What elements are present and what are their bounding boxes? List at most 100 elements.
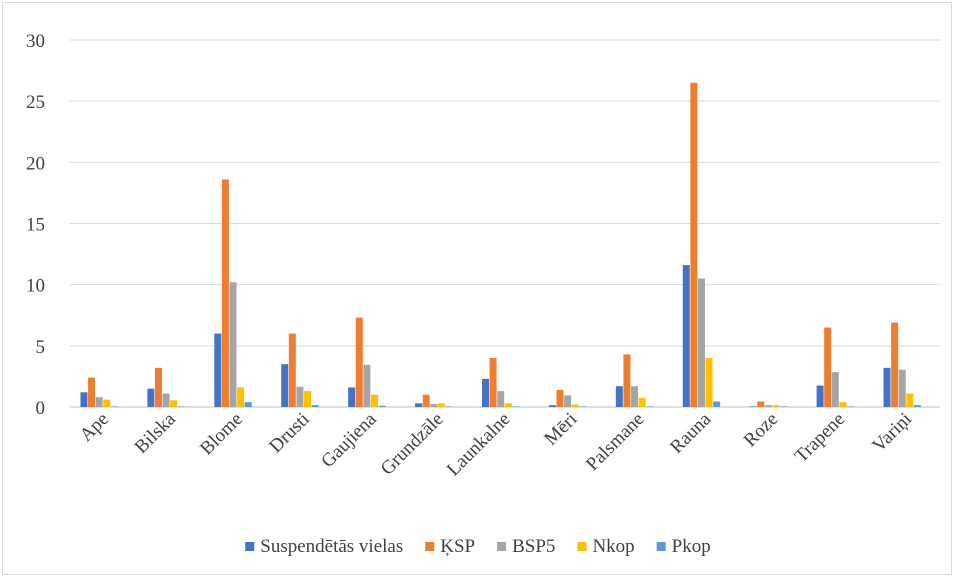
bar [913,405,921,407]
bar [757,401,765,407]
bar [288,333,296,407]
bar [147,388,155,407]
legend-swatch [656,542,666,551]
bar [88,377,96,407]
legend-swatch [245,542,255,551]
y-tick-label: 30 [26,31,45,52]
bar [281,364,289,407]
x-tick-label: Launkalne [443,409,515,481]
bar [497,391,505,407]
bar [437,403,445,407]
gridlines [70,39,940,408]
bar [237,387,245,407]
bar [504,403,512,407]
y-tick-label: 20 [26,153,45,174]
bar [311,405,319,407]
y-tick-label: 15 [26,215,45,236]
legend-label: ĶSP [440,536,475,557]
bar [170,400,178,407]
bar [780,406,788,407]
bar [646,406,654,407]
bar [831,372,839,407]
legend-swatch [497,542,507,551]
bar [883,367,891,407]
bar [422,394,430,407]
bar [638,397,646,407]
bar [564,395,572,407]
bar [221,179,229,407]
legend-label: BSP5 [512,536,555,557]
bar [103,399,111,407]
bar [162,393,170,407]
bar [631,386,639,407]
bar [445,406,453,407]
bar [363,364,371,407]
bar [898,369,906,407]
bar [348,387,356,407]
bar [705,358,713,407]
bar [839,402,847,407]
bar [415,403,423,407]
x-tick-label: Ape [76,409,113,446]
x-tick-label: Palsmane [582,409,648,475]
bar [891,322,899,407]
bar [430,403,438,407]
x-tick-label: Gaujiena [317,408,381,472]
y-tick-label: 0 [36,398,46,419]
bar [556,389,564,407]
bar [370,394,378,407]
bar [177,406,185,407]
bar [816,385,824,407]
y-axis-tick-labels: 0 5 10 15 20 25 30 [26,31,45,419]
bar [355,317,363,407]
legend: Suspendētās vielas ĶSP BSP5 Nkop Pkop [245,536,711,557]
x-tick-label: Trapene [791,409,849,467]
bar [824,327,832,407]
y-tick-label: 5 [36,337,46,358]
y-tick-label: 10 [26,276,45,297]
bar [690,82,698,408]
x-axis-tick-labels: Ape Bilska Blome Drusti GaujienaGrundzāleLau… [76,408,916,480]
bar [80,392,88,407]
bar [154,367,162,407]
bar [847,406,855,407]
bar [571,404,579,407]
bar [512,406,520,407]
bar [214,333,222,407]
bar [378,405,386,407]
bar [697,278,705,407]
legend-label: Pkop [672,536,711,557]
x-tick-label: Bilska [131,408,181,458]
bar [579,406,587,407]
bar [906,393,914,407]
x-tick-label: Variņi [868,409,916,457]
bar [764,405,772,407]
bar [682,265,690,407]
bar [304,391,312,407]
y-tick-label: 25 [26,92,45,113]
bar [749,406,757,407]
x-tick-label: Rauna [666,408,716,458]
bar [229,282,237,407]
bar [615,386,623,407]
bar [95,397,103,407]
legend-swatch [577,542,587,551]
legend-label: Suspendētās vielas [260,536,403,557]
legend-swatch [425,542,435,551]
bar [110,406,118,407]
bar [623,354,631,407]
x-tick-label: Roze [740,409,782,451]
x-tick-label: Blome [196,409,247,460]
bar [772,405,780,407]
bar [296,386,304,407]
bar [713,401,721,407]
x-tick-label: Mēri [540,409,581,450]
bar [244,402,252,407]
legend-label: Nkop [592,536,634,557]
bar [489,358,497,407]
bars [80,82,921,408]
x-tick-label: Grundzāle [377,409,448,480]
x-tick-label: Drusti [265,409,313,457]
